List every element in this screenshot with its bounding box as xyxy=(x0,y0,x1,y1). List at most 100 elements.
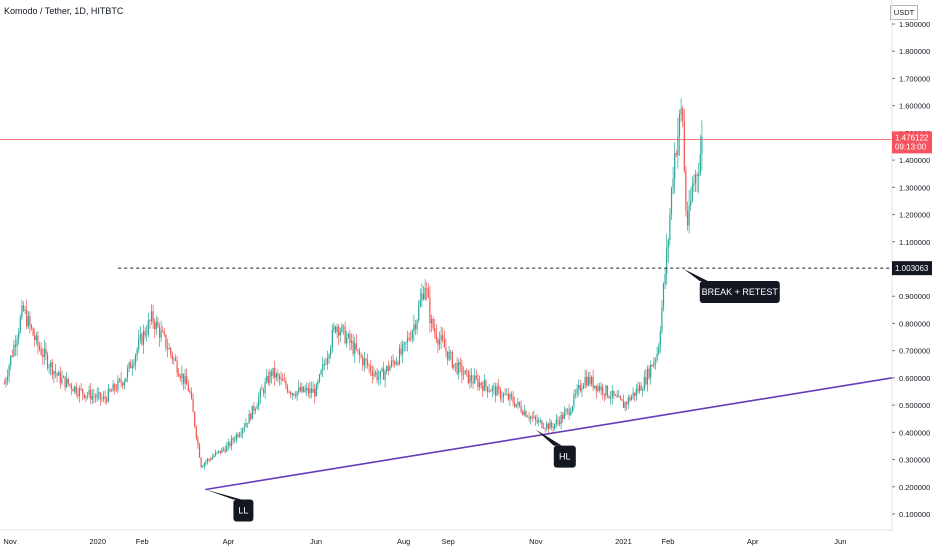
candle-body xyxy=(416,320,418,330)
candle-body xyxy=(90,389,92,400)
candle-body xyxy=(315,384,317,397)
candle-body xyxy=(440,335,442,340)
candle-body xyxy=(186,376,188,385)
callout-pointer xyxy=(683,269,708,281)
candle-body xyxy=(88,389,90,395)
callout-pointer xyxy=(535,429,562,446)
candle-body xyxy=(432,318,434,329)
candle-body xyxy=(21,305,23,318)
currency-label[interactable]: USDT xyxy=(890,5,918,20)
candle-body xyxy=(149,320,151,322)
callout-box[interactable] xyxy=(553,445,576,468)
candle-body xyxy=(38,346,41,350)
candle-body xyxy=(674,153,676,179)
candle-body xyxy=(46,354,49,368)
candle-body xyxy=(154,322,156,330)
candle-body xyxy=(264,382,266,394)
candle-body xyxy=(202,466,204,468)
candle-body xyxy=(211,457,213,460)
candle-body xyxy=(469,375,471,384)
candle-body xyxy=(259,389,261,398)
candle-body xyxy=(680,108,682,115)
candle-body xyxy=(621,398,623,401)
candle-body xyxy=(466,370,468,372)
candle-body xyxy=(197,438,199,445)
candle-body xyxy=(296,391,298,397)
y-tick-label: 1.800000 xyxy=(899,47,930,56)
candle-body xyxy=(592,376,594,388)
candle-body xyxy=(86,394,89,396)
candle-body xyxy=(635,388,637,396)
candle-body xyxy=(597,386,599,392)
candle-body xyxy=(571,406,573,412)
candle-body xyxy=(290,392,292,395)
candle-body xyxy=(328,354,330,359)
candle-body xyxy=(62,376,65,378)
candle-body xyxy=(64,376,66,388)
candle-body xyxy=(483,380,485,391)
candle-body xyxy=(387,366,389,371)
candle-body xyxy=(349,333,351,343)
callout-box[interactable] xyxy=(233,499,254,522)
candle-body xyxy=(30,325,33,329)
y-tick-label: 1.900000 xyxy=(899,20,930,29)
candle-body xyxy=(190,391,193,399)
candle-body xyxy=(170,348,172,354)
candle-body xyxy=(485,380,487,387)
candle-body xyxy=(133,363,135,366)
candle-body xyxy=(320,370,322,375)
candle-body xyxy=(226,445,228,452)
candle-body xyxy=(6,376,9,381)
candle-body xyxy=(355,343,357,350)
x-tick-label: Aug xyxy=(397,537,410,546)
candle-body xyxy=(584,376,586,386)
candle-body xyxy=(147,320,149,335)
candle-body xyxy=(501,397,503,399)
x-tick-label: Feb xyxy=(136,537,149,546)
candle-body xyxy=(101,398,103,400)
y-tick-label: 0.800000 xyxy=(899,319,930,328)
y-tick-label: 0.500000 xyxy=(899,401,930,410)
candle-body xyxy=(629,397,631,401)
candle-body xyxy=(274,367,276,378)
candle-body xyxy=(658,346,660,354)
candle-body xyxy=(235,434,237,441)
candle-body xyxy=(291,393,293,395)
candle-body xyxy=(374,372,377,374)
candle-body xyxy=(115,389,117,391)
candle-body xyxy=(229,442,231,447)
candle-body xyxy=(109,388,111,392)
candle-body xyxy=(539,420,541,422)
candle-body xyxy=(530,416,532,419)
y-tick-label: 1.100000 xyxy=(899,238,930,247)
candle-body xyxy=(306,388,308,390)
candle-body xyxy=(510,394,513,397)
candle-body xyxy=(389,366,391,371)
candle-body xyxy=(669,214,671,241)
candle-body xyxy=(144,330,146,336)
candle-body xyxy=(507,393,509,400)
x-tick-label: Apr xyxy=(747,537,759,546)
candle-body xyxy=(234,440,236,441)
candle-body xyxy=(496,386,498,396)
candle-body xyxy=(61,377,63,384)
candle-body xyxy=(286,386,289,392)
candle-body xyxy=(141,334,143,345)
candle-body xyxy=(160,330,162,338)
candle-body xyxy=(104,396,106,399)
candle-body xyxy=(54,371,57,374)
candle-body xyxy=(32,328,34,336)
candle-body xyxy=(438,339,441,345)
candle-body xyxy=(262,389,265,394)
y-tick-label: 0.600000 xyxy=(899,374,930,383)
candle-body xyxy=(462,374,465,376)
candle-body xyxy=(451,351,453,368)
candle-body xyxy=(384,371,386,380)
candle-body xyxy=(373,373,375,376)
trendline[interactable] xyxy=(205,377,893,491)
candle-body xyxy=(3,383,5,385)
candle-body xyxy=(358,350,361,356)
callout-box[interactable] xyxy=(699,281,780,303)
candle-body xyxy=(134,355,137,364)
